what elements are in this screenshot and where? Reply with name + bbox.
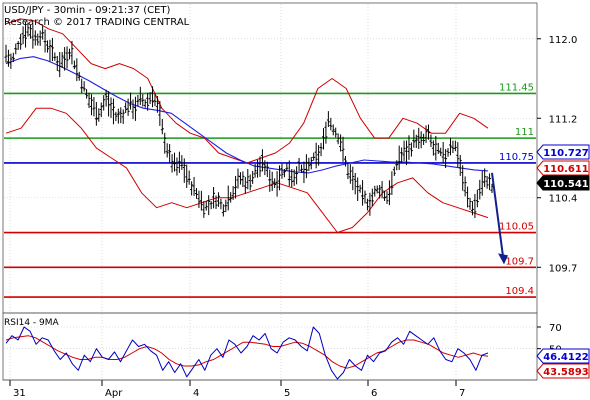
bollinger-lower-line [5,107,489,233]
price-tag-label: 110.541 [543,179,589,190]
level-label: 110.75 [499,152,534,163]
price-gridlines [4,4,536,312]
rsi-tag-label: 46.4122 [543,352,589,363]
chart-title: USD/JPY - 30min - 09:21:37 (CET) [4,5,171,16]
rsi-title: RSI14 - 9MA [4,318,60,328]
price-tags: 110.727 110.611 110.541 [536,144,590,191]
rsi-tags: 46.4122 43.5893 [536,348,590,379]
rsi-gridlines [4,314,536,379]
price-tag-box [536,175,590,191]
y-tick-label: 111.2 [549,114,578,125]
x-tick-label: Apr [105,388,123,399]
price-tag-box [536,144,590,160]
price-tag-box [536,160,590,176]
rsi-line [5,326,489,380]
x-tick-label: 4 [193,388,199,399]
price-panel: 111.45 111 110.75 110.05 109.7 109.4 112.0 111… [2,2,590,314]
forecast-arrow-shaft [491,172,504,257]
y-tick-label: 109.7 [549,263,578,274]
level-label: 109.4 [505,286,534,297]
chart-subtitle: Research © 2017 TRADING CENTRAL [4,17,190,28]
rsi-ma-line [5,335,489,369]
price-tag-label: 110.611 [543,164,589,175]
y-tick-label: 112.0 [549,35,578,46]
price-levels: 111.45 111 110.75 110.05 109.7 109.4 [4,82,536,298]
level-label: 111.45 [499,82,534,93]
rsi-series [5,326,489,380]
x-tick-label: 7 [459,388,465,399]
rsi-y-tick-label: 70 [549,323,562,334]
level-label: 109.7 [505,256,534,267]
x-axis: 31 Apr 4 5 6 7 [3,379,537,399]
rsi-tag-box [536,363,590,379]
x-tick-label: 31 [13,388,26,399]
price-tag-label: 110.727 [543,148,589,159]
y-tick-label: 110.4 [549,194,578,205]
price-series [4,18,508,265]
level-label: 111 [515,127,534,138]
level-label: 110.05 [499,222,534,233]
moving-average-line [5,56,489,174]
x-tick-label: 6 [371,388,377,399]
price-y-axis: 112.0 111.2 110.4 109.7 [537,35,578,274]
x-tick-label: 5 [284,388,290,399]
forecast-arrow-head [498,253,508,265]
rsi-tag-box [536,348,590,364]
rsi-tag-label: 43.5893 [543,367,589,378]
